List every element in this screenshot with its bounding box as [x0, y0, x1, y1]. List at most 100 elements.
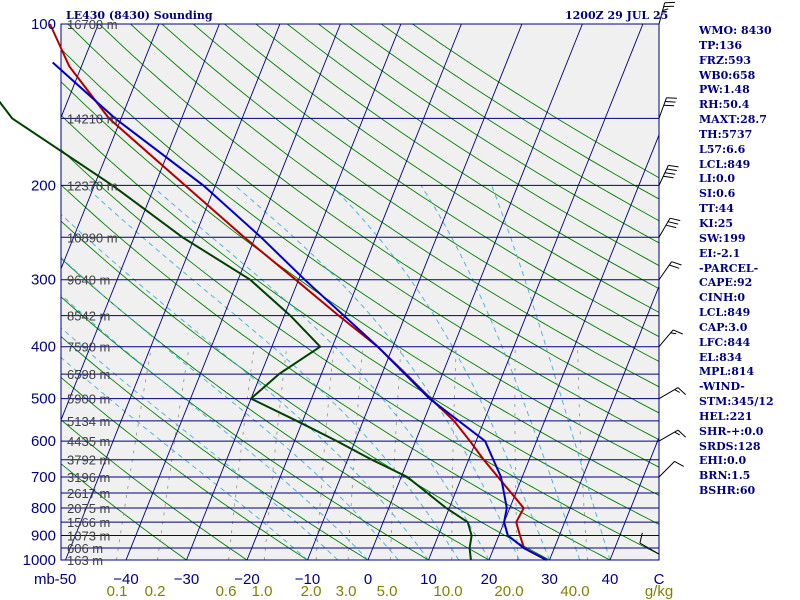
index-line: STM:345/12 — [699, 395, 774, 409]
wind-barb — [658, 164, 679, 186]
mixing-ratio-unit-label: g/kg — [645, 583, 673, 600]
mixing-ratio-label: 0.2 — [145, 583, 166, 600]
index-line: WMO: 8430 — [699, 24, 772, 37]
pressure-tick-label: 400 — [31, 339, 56, 356]
valid-time: 1200Z 29 JUL 25 — [565, 9, 669, 22]
height-label: 5134 m — [67, 414, 110, 429]
temperature-tick-label: 30 — [541, 571, 558, 588]
wind-barb-staff — [658, 387, 679, 400]
index-line: -WIND- — [699, 380, 745, 394]
wind-barb-flag — [667, 221, 679, 225]
wind-barb — [658, 217, 681, 238]
height-label: 3196 m — [67, 470, 110, 485]
index-line: -PARCEL- — [699, 261, 759, 275]
isotherm — [609, 436, 659, 560]
index-line: L57:6.6 — [699, 142, 746, 156]
temperature-tick-label: 20 — [481, 571, 498, 588]
isotherm — [65, 24, 281, 560]
index-line: TH:5737 — [699, 127, 753, 141]
index-line: SRDS:128 — [699, 439, 761, 453]
wind-barb-staff — [658, 429, 679, 442]
pressure-tick-label: 500 — [31, 391, 56, 408]
mixing-ratio-label: 5.0 — [377, 583, 398, 600]
isotherm — [61, 24, 220, 422]
pressure-tick-label: 200 — [31, 177, 56, 194]
wind-barb-flag — [669, 217, 681, 222]
wind-barb-flag — [674, 460, 684, 467]
height-label: 9640 m — [67, 273, 110, 288]
wind-barb-flag — [674, 431, 680, 436]
height-label: 2617 m — [67, 486, 110, 501]
height-label: 14210 m — [67, 111, 118, 126]
height-label: 16700 m — [67, 17, 118, 32]
wind-barb — [658, 97, 677, 119]
temperature-tick-label: 40 — [602, 571, 619, 588]
isotherm — [125, 24, 341, 560]
mixing-ratio-label: 10.0 — [433, 583, 462, 600]
wind-barb — [658, 329, 683, 348]
index-line: LCL:849 — [699, 306, 751, 320]
isotherm — [186, 24, 402, 560]
wind-barb-flag — [666, 168, 677, 171]
temperature-tick-label: 0 — [364, 571, 372, 588]
height-label: 5900 m — [67, 392, 110, 407]
isotherm — [367, 24, 583, 560]
wind-barb — [658, 1, 676, 25]
moist-adiabat — [61, 213, 429, 560]
pressure-tick-label: 800 — [31, 500, 56, 517]
temperature-tick-label: −30 — [174, 571, 199, 588]
index-line: TP:136 — [699, 38, 743, 52]
height-label: 163 m — [67, 553, 103, 568]
isotherm — [61, 24, 99, 119]
temperature-tick-label: −40 — [113, 571, 138, 588]
index-line: CAP:3.0 — [699, 320, 748, 334]
wind-barb — [658, 261, 682, 281]
isotherm — [307, 24, 523, 560]
height-label: 4435 m — [67, 434, 110, 449]
index-line: WB0:658 — [699, 68, 756, 82]
height-label: 606 m — [67, 541, 103, 556]
wind-barb-flag — [677, 387, 687, 396]
isotherm — [61, 24, 160, 270]
wind-barb-staff — [658, 329, 674, 348]
pressure-tick-label: 900 — [31, 527, 56, 544]
height-label: 1073 m — [67, 528, 110, 543]
plot-frame — [60, 23, 660, 561]
index-line: BRN:1.5 — [699, 469, 751, 483]
index-line: LI:0.0 — [699, 172, 736, 186]
wind-barb-flag — [669, 264, 680, 269]
index-line: HEL:221 — [699, 409, 753, 423]
dewpoint-profile — [0, 100, 473, 561]
height-label: 12370 m — [67, 178, 118, 193]
temperature-tick-label: 10 — [420, 571, 437, 588]
index-line: BSHR:60 — [699, 484, 756, 498]
wind-barb-staff — [658, 217, 671, 238]
index-line: CINH:0 — [699, 291, 746, 305]
wind-barb-flag — [674, 389, 680, 393]
wind-barb-flag — [671, 261, 682, 266]
wind-barb-staff — [639, 542, 660, 555]
wind-barb-flag — [639, 532, 643, 544]
mixing-ratio-label: 20.0 — [494, 583, 523, 600]
wind-barb-flag — [677, 429, 687, 438]
pressure-tick-label: 300 — [31, 272, 56, 289]
mixing-ratio-label: 0.6 — [216, 583, 237, 600]
wind-barb-staff — [658, 97, 667, 119]
index-line: FRZ:593 — [699, 53, 752, 67]
wind-barb-flag — [672, 329, 683, 335]
height-label: 2075 m — [67, 501, 110, 516]
index-line: SI:0.6 — [699, 187, 736, 201]
index-line: RH:50.4 — [699, 98, 750, 112]
wind-barb — [658, 429, 687, 442]
wind-barb-flag — [665, 224, 677, 229]
height-label: 3792 m — [67, 453, 110, 468]
pressure-tick-label: 600 — [31, 433, 56, 450]
pressure-tick-label: 1000 — [23, 552, 56, 569]
indices-panel: WMO: 8430 TP:136 FRZ:593 WB0:658 PW:1.48 RH:5… — [699, 24, 799, 499]
chart-title: LE430 (8430) Sounding — [66, 9, 213, 22]
mixing-ratio-label: 3.0 — [336, 583, 357, 600]
wind-barb-staff — [658, 165, 669, 186]
temperature-tick-label: -50 — [55, 571, 77, 588]
index-line: SW:199 — [699, 231, 746, 245]
